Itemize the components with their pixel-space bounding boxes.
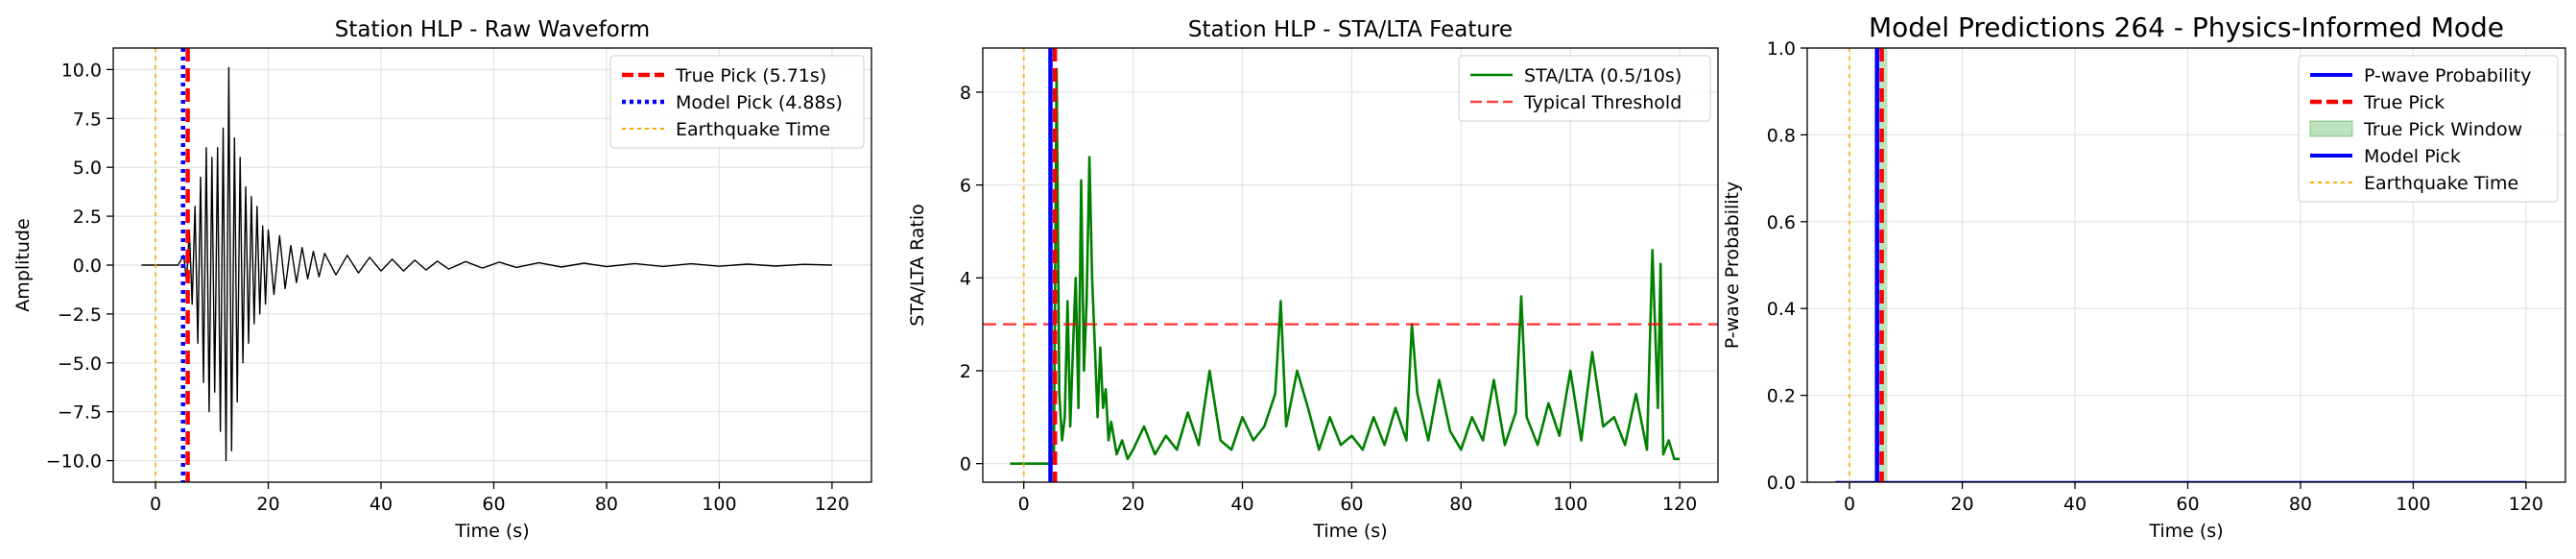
y-tick-label: 7.5 <box>73 109 102 130</box>
x-tick-label: 40 <box>370 494 393 515</box>
x-tick-label: 80 <box>1449 494 1472 515</box>
x-tick-label: 80 <box>2289 494 2312 515</box>
x-tick-label: 100 <box>1553 494 1587 515</box>
x-tick-label: 100 <box>702 494 736 515</box>
axes-frame <box>1806 47 2566 483</box>
x-tick-labels: 0 20 40 60 80 100 120 <box>150 494 849 515</box>
y-tick-labels: 0.0 0.2 0.4 0.6 0.8 1.0 <box>1767 38 1796 494</box>
y-tick-label: 6 <box>960 176 971 197</box>
series-line <box>1010 67 1681 466</box>
y-axis-label: Amplitude <box>12 218 34 311</box>
y-tick-label: −10.0 <box>46 451 102 473</box>
x-tick-label: 0 <box>1018 494 1030 515</box>
legend-label-true-pick-window: True Pick Window <box>2363 119 2522 140</box>
y-axis-label: P-wave Probability <box>1722 182 1743 350</box>
legend-label-true-pick: True Pick (5.71s) <box>675 65 826 86</box>
y-tick-label: 0.0 <box>1767 473 1796 494</box>
y-tick-label: 4 <box>960 268 971 289</box>
x-tick-label: 120 <box>1662 494 1697 515</box>
legend: STA/LTA (0.5/10s) Typical Threshold <box>1458 55 1711 122</box>
y-tick-label: 0.0 <box>73 255 102 277</box>
x-tick-label: 20 <box>256 494 279 515</box>
x-tick-label: 120 <box>815 494 849 515</box>
legend: True Pick (5.71s) Model Pick (4.88s) Earth… <box>609 55 865 149</box>
y-tick-label: 0.4 <box>1767 299 1796 320</box>
plot-content <box>141 48 832 482</box>
y-tick-label: 2.5 <box>73 207 102 228</box>
y-tick-label: 8 <box>960 83 971 104</box>
x-tick-labels: 0 20 40 60 80 100 120 <box>1018 494 1698 515</box>
legend-frame <box>2298 55 2559 203</box>
x-axis-label: Time (s) <box>1312 521 1387 542</box>
legend-frame <box>1458 55 1711 122</box>
legend-handle <box>2309 120 2353 137</box>
y-tick-label: 2 <box>960 361 971 382</box>
panel-raw-waveform: Station HLP - Raw Waveform Time (s) Ampl… <box>12 17 872 542</box>
x-tick-label: 0 <box>150 494 161 515</box>
y-tick-label: 0.2 <box>1767 386 1796 407</box>
tick-marks <box>976 91 1681 489</box>
y-tick-label: 5.0 <box>73 158 102 179</box>
x-tick-label: 60 <box>482 494 505 515</box>
legend-label-model-pick: Model Pick <box>2364 146 2461 167</box>
y-tick-label: −5.0 <box>58 353 102 375</box>
x-tick-label: 20 <box>1122 494 1145 515</box>
true-pick-window-span <box>1875 48 1888 482</box>
y-tick-label: 0.8 <box>1767 125 1796 146</box>
legend-label-earthquake-time: Earthquake Time <box>2364 173 2518 194</box>
y-tick-labels: −10.0 −7.5 −5.0 −2.5 0.0 2.5 5.0 7.5 10.… <box>46 60 102 472</box>
legend-label-model-pick: Model Pick (4.88s) <box>676 92 843 113</box>
legend: P-wave Probability True Pick True Pick Win… <box>2298 55 2559 203</box>
x-tick-label: 20 <box>1950 494 1973 515</box>
chart-title: Station HLP - Raw Waveform <box>335 17 650 42</box>
legend-label-true-pick: True Pick <box>2363 92 2445 113</box>
panel-sta-lta: Station HLP - STA/LTA Feature Time (s) S… <box>907 17 1719 542</box>
chart-title: Model Predictions 264 - Physics-Informed… <box>1869 12 2504 43</box>
y-tick-label: 0 <box>960 454 971 475</box>
legend-label-typical-threshold: Typical Threshold <box>1523 92 1682 113</box>
plot-content <box>1835 48 2526 482</box>
y-tick-label: −7.5 <box>58 402 102 424</box>
x-tick-label: 60 <box>2176 494 2199 515</box>
y-tick-label: 0.6 <box>1767 212 1796 233</box>
tick-marks <box>1801 47 2527 489</box>
tick-marks <box>107 68 833 489</box>
legend-label-p-wave-probability: P-wave Probability <box>2364 65 2532 86</box>
y-tick-label: −2.5 <box>58 304 102 326</box>
y-tick-label: 1.0 <box>1767 38 1796 60</box>
x-axis-label: Time (s) <box>2148 521 2223 542</box>
panel-model-predictions: Model Predictions 264 - Physics-Informed… <box>1722 12 2566 542</box>
axes-frame <box>982 47 1719 483</box>
plot-content <box>983 48 1718 482</box>
x-tick-label: 40 <box>2063 494 2087 515</box>
y-tick-labels: 0 2 4 6 8 <box>960 83 971 475</box>
x-tick-labels: 0 20 40 60 80 100 120 <box>1844 494 2543 515</box>
x-tick-label: 0 <box>1844 494 1855 515</box>
y-tick-label: 10.0 <box>61 60 102 81</box>
x-axis-label: Time (s) <box>454 521 529 542</box>
legend-label-earthquake-time: Earthquake Time <box>676 119 830 140</box>
series-line <box>141 66 832 462</box>
x-tick-label: 100 <box>2396 494 2430 515</box>
x-tick-label: 40 <box>1230 494 1253 515</box>
y-axis-label: STA/LTA Ratio <box>907 204 928 327</box>
chart-title: Station HLP - STA/LTA Feature <box>1188 17 1513 42</box>
x-tick-label: 60 <box>1340 494 1363 515</box>
x-tick-label: 120 <box>2509 494 2543 515</box>
legend-frame <box>609 55 865 149</box>
legend-label-sta-lta: STA/LTA (0.5/10s) <box>1524 65 1682 86</box>
x-tick-label: 80 <box>595 494 618 515</box>
